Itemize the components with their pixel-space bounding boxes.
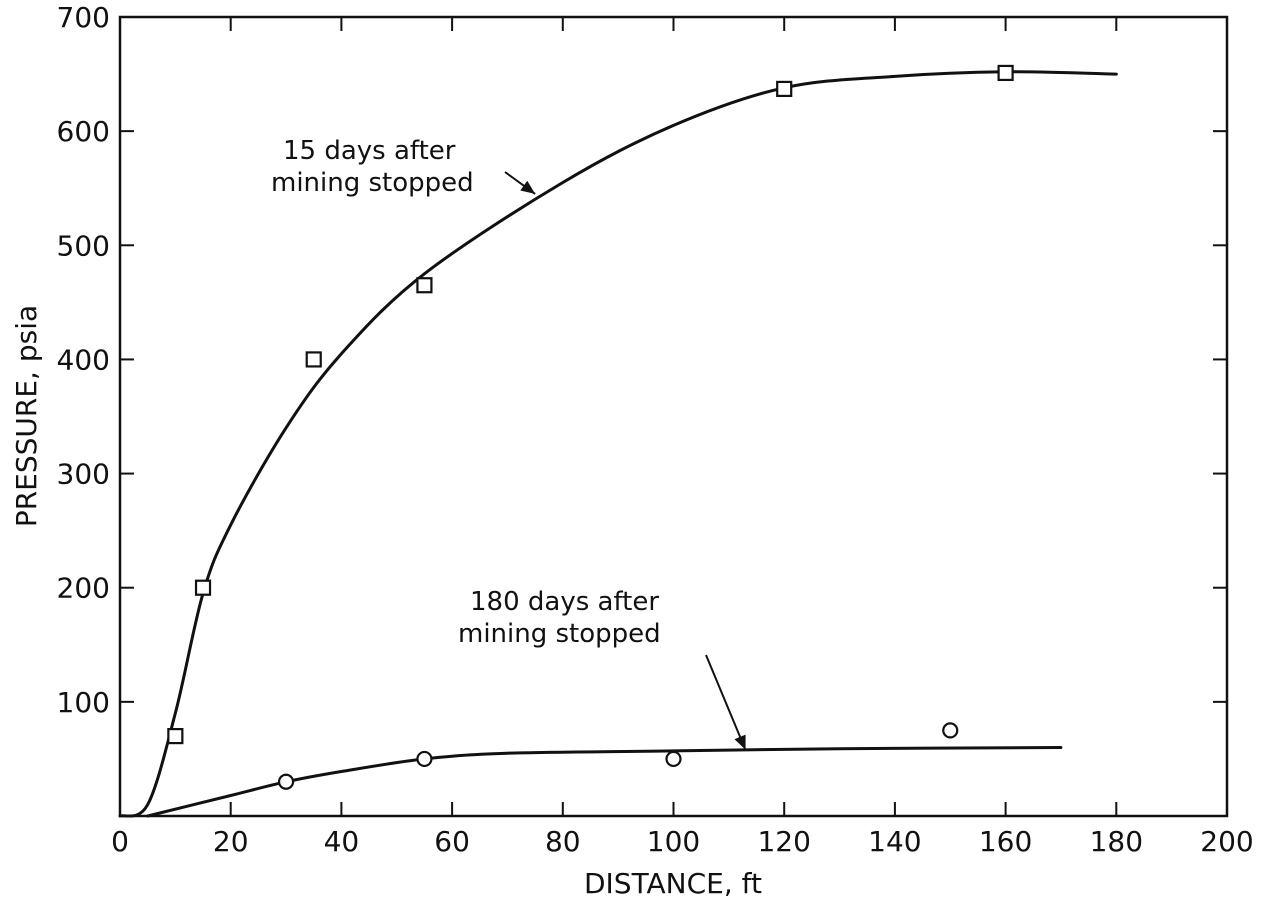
y-tick-label: 600 bbox=[57, 115, 110, 148]
annotation-line: mining stopped bbox=[458, 619, 661, 649]
x-tick-label: 80 bbox=[545, 825, 581, 858]
y-tick-label: 400 bbox=[57, 343, 110, 376]
series-1-square-point bbox=[416, 277, 433, 294]
x-tick-label: 180 bbox=[1090, 825, 1143, 858]
markers-layer bbox=[167, 64, 1014, 790]
annotation-1-arrowhead bbox=[520, 180, 536, 194]
x-tick-label: 120 bbox=[757, 825, 810, 858]
series-1-square-point bbox=[997, 64, 1014, 82]
ticks-layer: 0 20 40 60 80 100 120 140 160 180 200 100 200 300 400 5… bbox=[57, 1, 1254, 858]
y-tick-label: 500 bbox=[57, 229, 110, 262]
x-tick-label: 200 bbox=[1200, 825, 1253, 858]
y-tick-label: 100 bbox=[57, 686, 110, 719]
x-tick-label: 60 bbox=[434, 825, 470, 858]
series-1-square-point bbox=[305, 351, 322, 368]
x-tick-label: 140 bbox=[868, 825, 921, 858]
annotation-2-arrowhead bbox=[734, 734, 746, 750]
series-1-square-point bbox=[776, 80, 793, 98]
x-tick-label: 20 bbox=[213, 825, 249, 858]
series-1-square-point bbox=[194, 579, 212, 596]
y-tick-label: 200 bbox=[57, 572, 110, 605]
x-tick-label: 160 bbox=[979, 825, 1032, 858]
series-2-circle-point bbox=[416, 750, 433, 768]
annotation-1-label: 15 days after mining stopped bbox=[271, 136, 474, 198]
x-axis-title: DISTANCE, ft bbox=[584, 867, 762, 900]
curves-layer bbox=[118, 70, 1118, 818]
annotation-line: 15 days after bbox=[283, 136, 456, 166]
series-1-curve bbox=[118, 70, 1118, 818]
series-2-circle-point bbox=[665, 750, 682, 768]
series-2-circle-point bbox=[942, 722, 959, 739]
annotation-2-leader bbox=[705, 654, 747, 751]
x-tick-label: 100 bbox=[647, 825, 700, 858]
y-tick-label: 300 bbox=[57, 458, 110, 491]
annotation-line: 180 days after bbox=[470, 587, 659, 617]
annotation-2-label: 180 days after mining stopped bbox=[458, 587, 661, 649]
y-tick-label: 700 bbox=[57, 1, 110, 34]
y-axis-title: PRESSURE, psia bbox=[10, 305, 43, 527]
x-tick-label: 0 bbox=[111, 825, 129, 858]
x-tick-label: 40 bbox=[324, 825, 360, 858]
annotation-line: mining stopped bbox=[271, 168, 474, 198]
series-2-circle-point bbox=[277, 773, 295, 790]
series-1-square-point bbox=[167, 727, 184, 745]
series-2-curve bbox=[146, 746, 1063, 818]
